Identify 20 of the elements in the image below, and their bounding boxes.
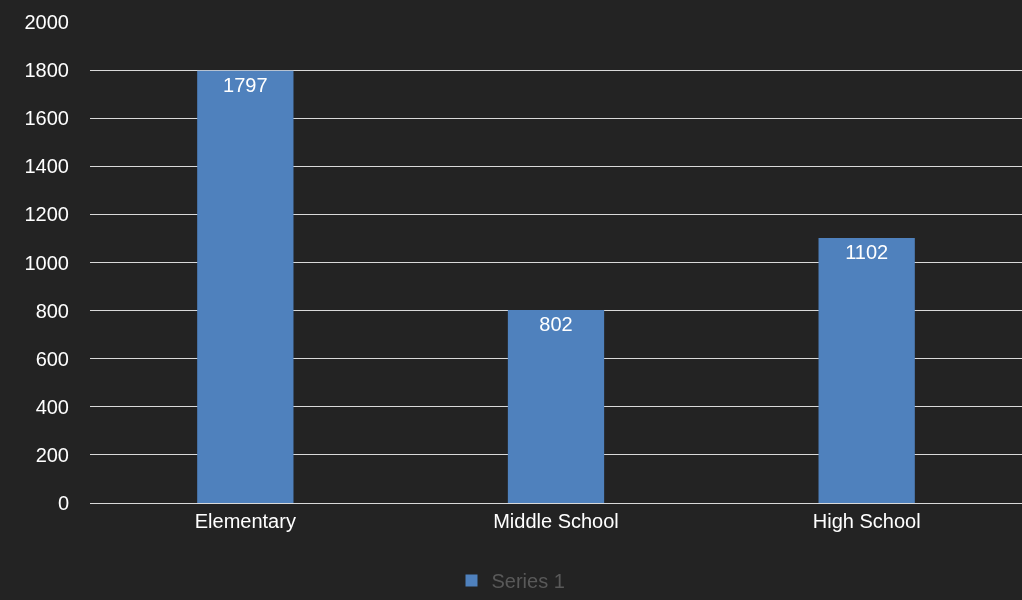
y-tick-label: 1400 (24, 155, 69, 178)
y-tick-label: 400 (35, 395, 69, 418)
data-label: 1102 (845, 240, 889, 263)
x-tick-label: High School (812, 510, 921, 532)
x-tick-label: Elementary (194, 510, 296, 532)
data-label: 802 (539, 313, 573, 336)
bar (197, 70, 294, 503)
data-label: 1797 (223, 73, 268, 96)
bar (818, 237, 915, 503)
y-tick-label: 1600 (24, 107, 69, 130)
y-tick-label: 600 (35, 347, 69, 370)
x-tick-label: Middle School (493, 510, 619, 532)
y-tick-label: 1200 (24, 203, 69, 226)
y-tick-label: 800 (35, 299, 69, 322)
y-tick-label: 1000 (24, 251, 69, 274)
y-tick-label: 2000 (24, 11, 69, 33)
bar (507, 310, 605, 503)
y-tick-label: 1800 (24, 59, 69, 82)
y-tick-label: 200 (35, 443, 69, 466)
y-tick-label: 0 (57, 492, 69, 514)
